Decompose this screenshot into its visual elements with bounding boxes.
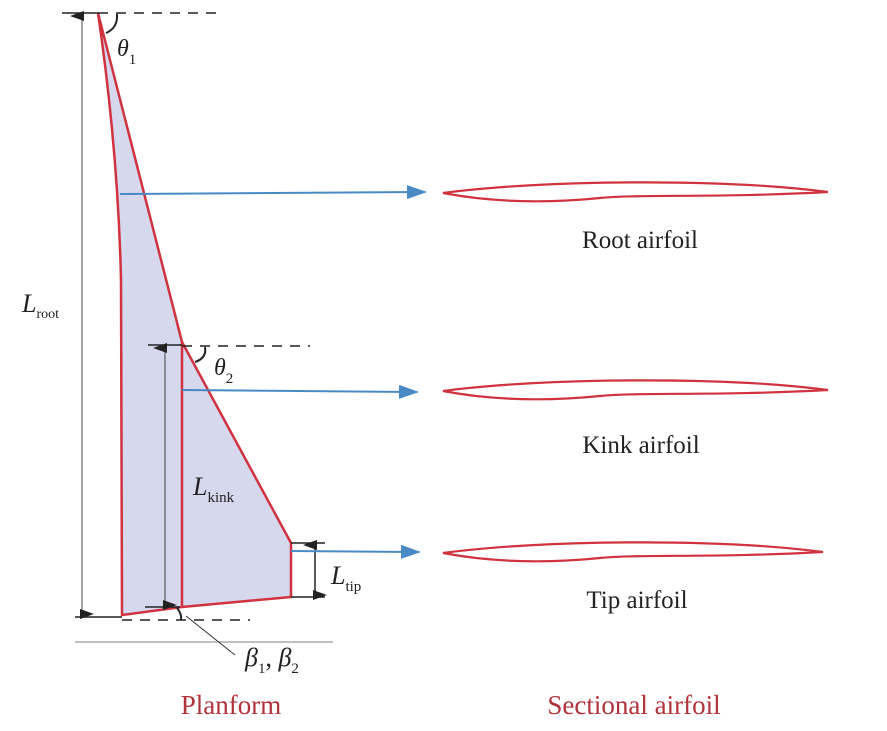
- beta-leader: [185, 615, 236, 656]
- tip-airfoil-label: Tip airfoil: [586, 587, 687, 614]
- planform-shape: [96, 12, 293, 617]
- tip-section-arrow: [290, 544, 421, 559]
- theta2-label: θ2: [214, 355, 233, 387]
- l-tip-label: Ltip: [330, 561, 361, 595]
- theta1-label: θ1: [117, 36, 136, 68]
- sectional-airfoil-caption: Sectional airfoil: [547, 690, 720, 720]
- beta-arc: [176, 607, 183, 621]
- root-section-arrow: [119, 185, 427, 200]
- kink-section-arrow: [181, 384, 419, 399]
- root-airfoil-label: Root airfoil: [582, 227, 698, 254]
- root-airfoil-shape: [442, 181, 829, 203]
- beta-label: β1, β2: [244, 643, 299, 677]
- l-root-label: Lroot: [21, 289, 59, 322]
- l-kink-label: Lkink: [192, 472, 235, 506]
- theta2-arc: [194, 346, 207, 363]
- kink-airfoil-label: Kink airfoil: [582, 432, 699, 459]
- planform-caption: Planform: [181, 690, 282, 720]
- tip-airfoil-shape: [442, 541, 824, 563]
- kink-airfoil-shape: [442, 379, 829, 401]
- theta1-arc: [105, 13, 119, 34]
